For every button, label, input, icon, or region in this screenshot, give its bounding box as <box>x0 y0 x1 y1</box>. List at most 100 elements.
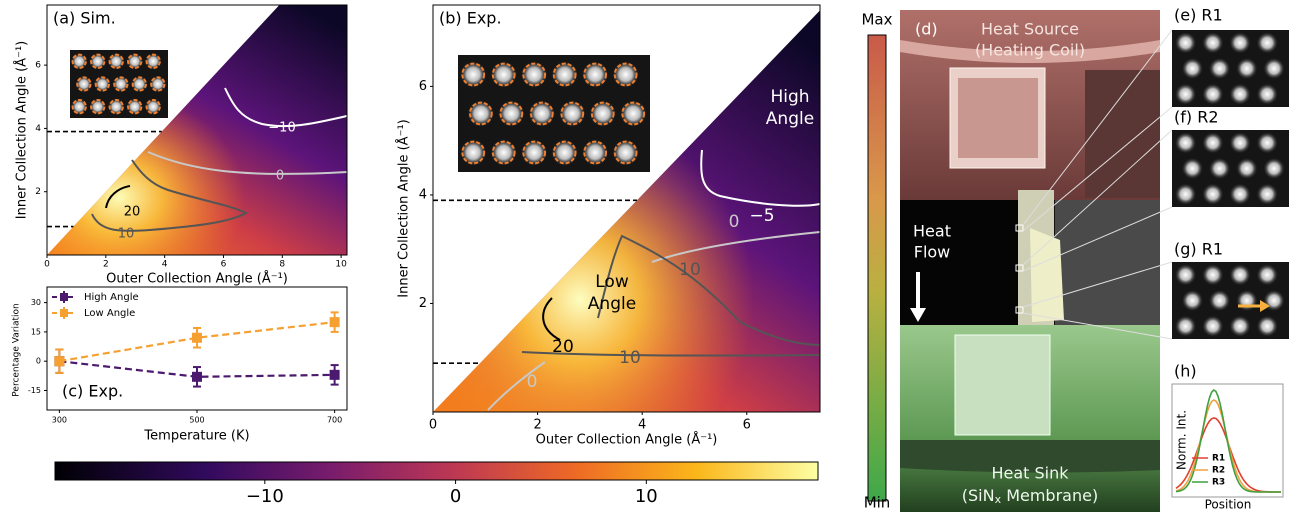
contour-label: 20 <box>552 337 574 357</box>
colorbar <box>55 462 818 480</box>
y-axis-label: Inner Collection Angle (Å⁻¹) <box>396 119 412 297</box>
atom-column <box>589 100 616 127</box>
atom-column <box>1175 315 1197 337</box>
legend-label: High Angle <box>84 292 139 303</box>
sink-text: (SiN <box>962 486 995 505</box>
atom-column <box>1229 32 1251 54</box>
contour-label: −10 <box>268 121 295 136</box>
atom-column <box>1182 158 1204 180</box>
top-right <box>1085 70 1160 198</box>
atom-column <box>1256 132 1278 154</box>
atom-column <box>551 61 578 88</box>
x-tick-label: 2 <box>103 260 109 270</box>
scale-max: Max <box>861 11 892 29</box>
atom-column <box>1182 58 1204 80</box>
atom-column <box>1256 315 1278 337</box>
y-tick-label: -15 <box>28 386 41 395</box>
y-tick-label: 0 <box>36 357 41 366</box>
x-tick-label: 700 <box>327 416 342 425</box>
atom-column <box>490 139 517 166</box>
atom-column <box>528 100 555 127</box>
legend-marker <box>60 293 68 301</box>
flow-label: Flow <box>914 243 951 262</box>
atom-column <box>1229 132 1251 154</box>
y-tick-label: 2 <box>35 187 41 197</box>
atom-column <box>460 139 487 166</box>
bridge-hot <box>1030 228 1064 322</box>
atom-column <box>582 139 609 166</box>
atom-column <box>1175 264 1197 286</box>
annotation: Low <box>595 272 629 292</box>
atom-column <box>1236 158 1258 180</box>
atom-column <box>1229 264 1251 286</box>
atom-column <box>1175 132 1197 154</box>
atom-column <box>1229 183 1251 205</box>
atom-column <box>1209 58 1231 80</box>
atom-column <box>521 61 548 88</box>
atom-column <box>620 100 647 127</box>
atom-column <box>1263 158 1285 180</box>
x-tick-label: 10 <box>335 260 347 270</box>
atom-column <box>1236 58 1258 80</box>
panel-title: (e) R1 <box>1174 6 1223 25</box>
atom-column <box>1175 183 1197 205</box>
atom-column <box>521 139 548 166</box>
atom-column <box>612 139 639 166</box>
contour-label: 0 <box>527 372 538 392</box>
contour-label: 10 <box>679 260 701 280</box>
panel-title: (f) R2 <box>1174 108 1219 127</box>
panel-title: (a) Sim. <box>53 9 116 28</box>
y-tick-label: 6 <box>35 61 41 71</box>
atom-column <box>612 61 639 88</box>
panel-title: (g) R1 <box>1174 240 1223 259</box>
atom-column <box>1236 290 1258 312</box>
y-tick-label: 4 <box>419 187 427 202</box>
panel-title: (b) Exp. <box>439 9 502 28</box>
atom-column <box>1209 158 1231 180</box>
atom-column <box>467 100 494 127</box>
annotation: Angle <box>766 109 814 129</box>
figure: −10010200246810246Outer Collection Angle… <box>0 0 1289 512</box>
atom-column <box>1175 32 1197 54</box>
x-axis-label: Position <box>1205 498 1252 512</box>
x-tick-label: 0 <box>44 260 50 270</box>
atom-column <box>1202 264 1224 286</box>
atom-column <box>498 100 525 127</box>
x-tick-label: 300 <box>52 416 67 425</box>
y-axis-label: Norm. Int. <box>1175 410 1189 470</box>
annotation: Angle <box>588 294 636 314</box>
atom-column <box>1256 83 1278 105</box>
data-point <box>330 370 340 380</box>
atom-column <box>1229 315 1251 337</box>
atom-column <box>1182 290 1204 312</box>
data-point <box>192 372 202 382</box>
atom-column <box>1256 264 1278 286</box>
atom-column <box>1263 58 1285 80</box>
annotation: High <box>770 87 809 107</box>
x-axis-label: Outer Collection Angle (Å⁻¹) <box>106 271 288 287</box>
y-axis-label: Inner Collection Angle (Å⁻¹) <box>14 41 30 219</box>
source-label: (Heating Coil) <box>975 41 1085 60</box>
atom-column <box>559 100 586 127</box>
contour-label: 0 <box>729 212 740 232</box>
atom-column <box>1202 83 1224 105</box>
contour-label: 20 <box>124 205 141 220</box>
source-label: Heat Source <box>981 20 1079 39</box>
atom-column <box>1256 183 1278 205</box>
x-axis-label: Outer Collection Angle (Å⁻¹) <box>536 432 718 448</box>
y-tick-label: 4 <box>35 124 41 134</box>
scale-bar <box>868 35 886 501</box>
atom-column <box>1202 32 1224 54</box>
y-axis-label: Percentage Variation <box>12 303 22 396</box>
legend-label: R1 <box>1212 454 1225 464</box>
legend-label: Low Angle <box>84 308 135 319</box>
x-tick-label: 4 <box>162 260 168 270</box>
atom-column <box>1175 83 1197 105</box>
contour-label: 10 <box>118 227 135 242</box>
sink-sublabel: (SiNx Membrane) <box>962 486 1098 507</box>
panel-title: (h) <box>1174 362 1197 381</box>
colorbar-tick-label: −10 <box>246 486 284 507</box>
x-tick-label: 500 <box>189 416 204 425</box>
atom-column <box>582 61 609 88</box>
top-block-face <box>958 78 1038 158</box>
